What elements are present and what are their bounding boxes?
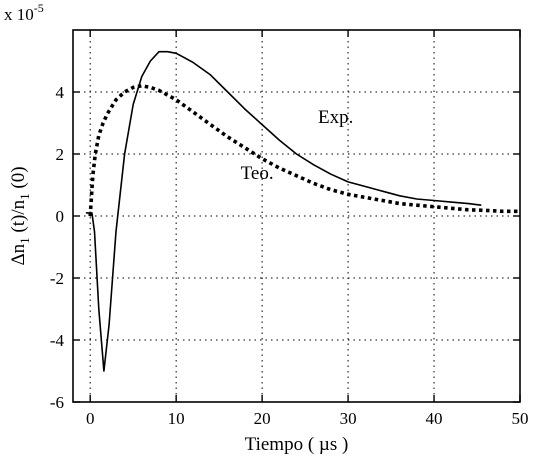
series-teo-line bbox=[88, 84, 520, 217]
y-multiplier-label: x 10-5 bbox=[4, 1, 44, 24]
y-label-part: Δn bbox=[8, 243, 29, 265]
y-tick-label: -2 bbox=[50, 269, 64, 288]
y-tick-label: 2 bbox=[56, 145, 65, 164]
x-tick-label: 0 bbox=[86, 409, 95, 428]
y-tick-label: 4 bbox=[56, 83, 65, 102]
series-exp-line bbox=[85, 50, 482, 372]
axis-ticks: 0 10 20 30 40 50 -6 -4 -2 0 2 4 bbox=[50, 30, 529, 428]
y-tick-label: -6 bbox=[50, 393, 64, 412]
x-tick-label: 50 bbox=[512, 409, 529, 428]
x-tick-label: 30 bbox=[340, 409, 357, 428]
multiplier-base: x 10 bbox=[4, 5, 34, 24]
x-tick-label: 40 bbox=[426, 409, 443, 428]
annotations: Exp. Teo. bbox=[241, 107, 354, 184]
annotation-label: Exp. bbox=[318, 107, 353, 128]
multiplier-exponent: -5 bbox=[34, 1, 44, 15]
y-label-subscript: 1 bbox=[17, 193, 32, 200]
y-tick-label: -4 bbox=[50, 331, 65, 350]
y-label-part: (t)/n bbox=[8, 199, 29, 237]
y-label-part: (0) bbox=[8, 166, 29, 193]
y-label-subscript: 1 bbox=[17, 237, 32, 244]
x-axis-label: Tiempo ( µs ) bbox=[245, 434, 349, 455]
x-tick-label: 10 bbox=[168, 409, 185, 428]
x-tick-label: 20 bbox=[254, 409, 271, 428]
annotation-label: Teo. bbox=[241, 163, 274, 184]
grid bbox=[73, 30, 520, 402]
y-axis-label: Δn1 (t)/n1 (0) bbox=[8, 166, 32, 265]
y-tick-label: 0 bbox=[56, 207, 65, 226]
series-layer bbox=[85, 50, 520, 372]
